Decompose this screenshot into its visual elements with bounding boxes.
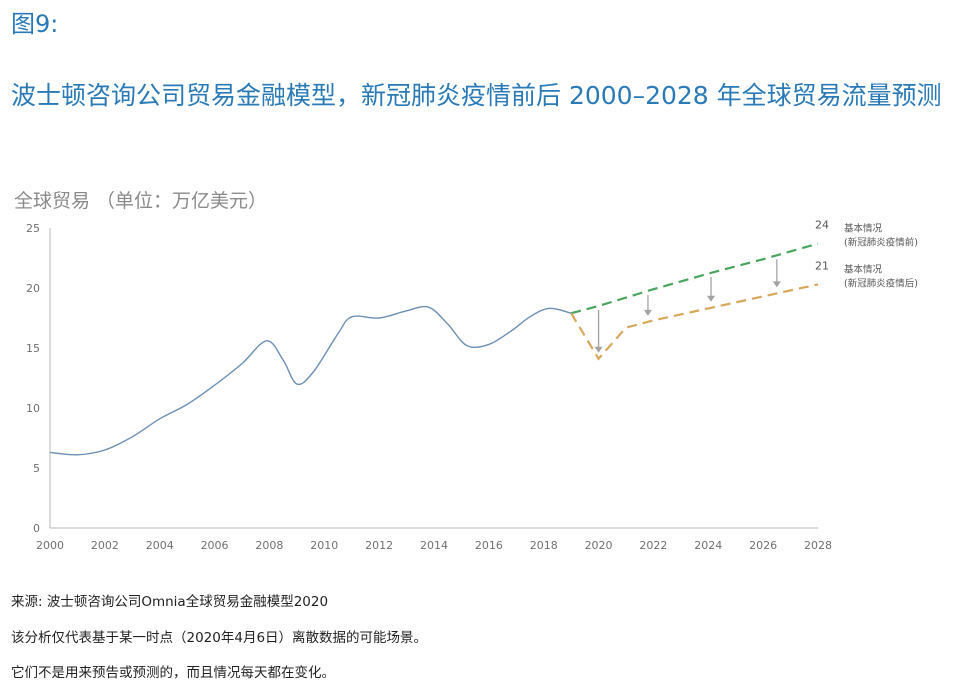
figure-label: 图9: [11,10,59,38]
disclaimer-note-2: 它们不是用来预告或预测的，而且情况每天都在变化。 [11,665,335,681]
pre-covid-end-value: 24 [815,219,829,232]
pre-covid-forecast-line [570,242,819,315]
x-tick-label: 2014 [420,539,448,552]
x-tick-label: 2026 [749,539,777,552]
x-tick-label: 2000 [36,539,64,552]
post-covid-forecast-line [570,283,819,361]
historical-trade-line [49,305,572,456]
source-note: 来源: 波士顿咨询公司Omnia全球贸易金融模型2020 [11,594,329,610]
post-covid-series-name: 基本情况 [844,263,883,275]
page-title: 波士顿咨询公司贸易金融模型，新冠肺炎疫情前后 2000–2028 年全球贸易流量… [11,81,942,110]
y-tick-label: 20 [26,282,40,295]
downward-arrow [594,310,603,353]
x-tick-label: 2002 [91,539,119,552]
x-tick-label: 2006 [201,539,229,552]
post-covid-end-value: 21 [815,259,829,272]
x-tick-label: 2018 [530,539,558,552]
downward-arrow [772,259,781,288]
x-tick-label: 2022 [639,539,667,552]
post-covid-series-note: (新冠肺炎疫情后) [844,277,918,289]
disclaimer-note-1: 该分析仅代表基于某一时点（2020年4月6日）离散数据的可能场景。 [11,630,428,646]
x-tick-label: 2016 [475,539,503,552]
x-tick-label: 2012 [365,539,393,552]
downward-arrow [707,276,716,302]
x-tick-label: 2010 [310,539,338,552]
y-tick-label: 15 [26,342,40,355]
x-tick-label: 2004 [146,539,174,552]
y-axis-unit-label: 全球贸易 （单位：万亿美元） [14,190,268,212]
x-tick-label: 2008 [255,539,283,552]
downward-arrow [643,294,652,316]
pre-covid-series-name: 基本情况 [844,223,883,235]
x-tick-label: 2024 [694,539,722,552]
trade-flow-chart: 0 5 10 15 20 25 2000 2002 2004 2006 2008 2010 2012 20… [26,219,918,552]
x-tick-label: 2020 [585,539,613,552]
y-tick-label: 10 [26,402,40,415]
y-tick-label: 25 [26,222,40,235]
y-tick-label: 5 [33,462,40,475]
pre-covid-series-note: (新冠肺炎疫情前) [844,237,918,249]
y-tick-label: 0 [33,522,40,535]
x-tick-label: 2028 [804,539,832,552]
